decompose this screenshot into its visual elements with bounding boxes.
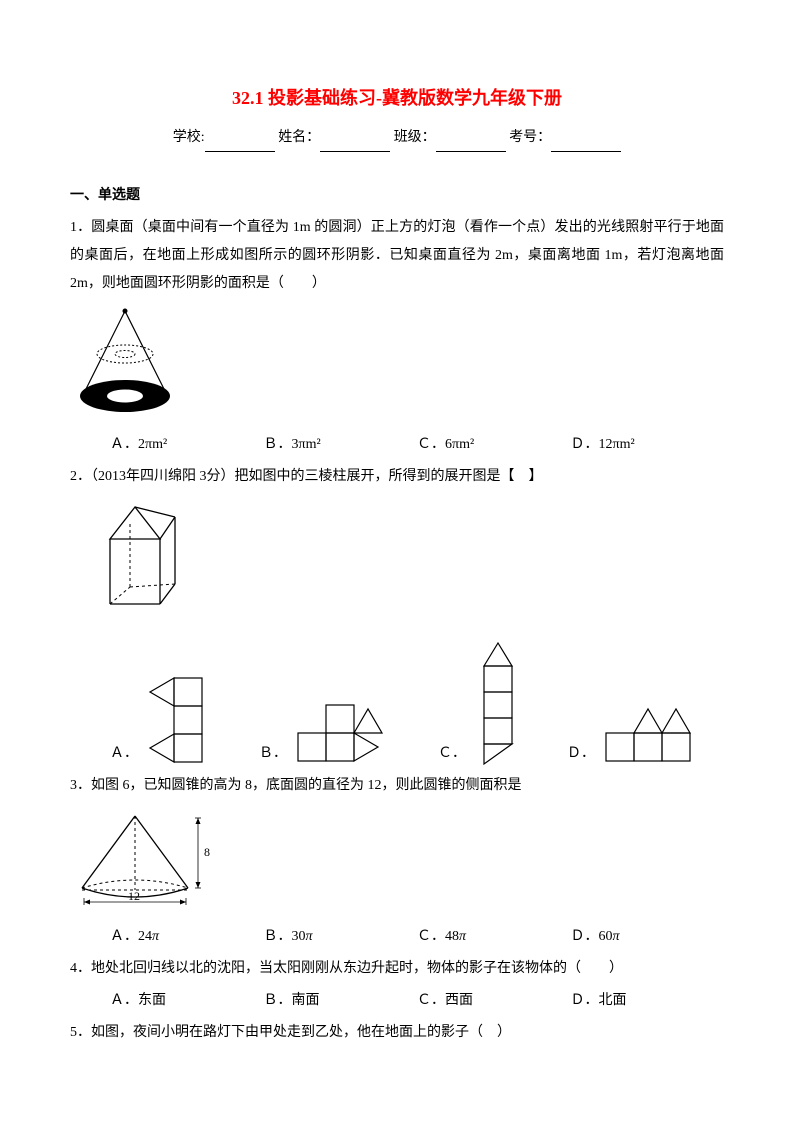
- name-blank[interactable]: [320, 134, 390, 152]
- q2-option-d-label[interactable]: Ｄ．: [567, 740, 595, 768]
- page-title: 32.1 投影基础练习-冀教版数学九年级下册: [70, 80, 724, 116]
- question-4-text: 4．地处北回归线以北的沈阳，当太阳刚刚从东边升起时，物体的影子在该物体的（ ）: [70, 955, 724, 983]
- q3-option-b[interactable]: Ｂ．30π: [264, 923, 418, 951]
- q4-option-b[interactable]: Ｂ．南面: [264, 987, 418, 1015]
- question-5-text: 5．如图，夜间小明在路灯下由甲处走到乙处，他在地面上的影子（ ）: [70, 1019, 724, 1047]
- q4-option-c[interactable]: Ｃ．西面: [417, 987, 571, 1015]
- question-2-figure: [90, 499, 724, 630]
- question-1-options: Ａ．2πm² Ｂ．3πm² Ｃ．6πm² Ｄ．12πm²: [70, 431, 724, 459]
- svg-text:8: 8: [204, 845, 210, 859]
- question-3-text: 3．如图 6，已知圆锥的高为 8，底面圆的直径为 12，则此圆锥的侧面积是: [70, 772, 724, 800]
- question-2-options-row: Ａ． Ｂ． Ｃ． Ｄ．: [110, 638, 724, 768]
- q2-option-d-figure: [601, 693, 706, 768]
- q2-option-c-figure: [472, 638, 527, 768]
- student-info-line: 学校: 姓名： 班级： 考号：: [70, 124, 724, 152]
- school-label: 学校:: [173, 130, 205, 145]
- q4-option-d[interactable]: Ｄ．北面: [571, 987, 725, 1015]
- q2-option-a-label[interactable]: Ａ．: [110, 740, 138, 768]
- school-blank[interactable]: [205, 134, 275, 152]
- question-3-figure: 8 12: [70, 808, 724, 919]
- q3-option-a[interactable]: Ａ．24π: [110, 923, 264, 951]
- exam-label: 考号：: [509, 130, 551, 145]
- q4-option-a[interactable]: Ａ．东面: [110, 987, 264, 1015]
- question-1-text: 1．圆桌面（桌面中间有一个直径为 1m 的圆洞）正上方的灯泡（看作一个点）发出的…: [70, 214, 724, 298]
- question-3-options: Ａ．24π Ｂ．30π Ｃ．48π Ｄ．60π: [70, 923, 724, 951]
- class-blank[interactable]: [436, 134, 506, 152]
- q2-option-a-figure: [144, 673, 219, 768]
- q1-option-d[interactable]: Ｄ．12πm²: [571, 431, 725, 459]
- question-2-text: 2．（2013年四川绵阳 3分）把如图中的三棱柱展开，所得到的展开图是【 】: [70, 463, 724, 491]
- exam-blank[interactable]: [551, 134, 621, 152]
- question-1-figure: [70, 306, 724, 427]
- q3-option-c[interactable]: Ｃ．48π: [417, 923, 571, 951]
- q1-option-a[interactable]: Ａ．2πm²: [110, 431, 264, 459]
- q2-option-b-label[interactable]: Ｂ．: [259, 740, 287, 768]
- q2-option-b-figure: [293, 693, 398, 768]
- q2-option-c-label[interactable]: Ｃ．: [438, 740, 466, 768]
- name-label: 姓名：: [278, 130, 320, 145]
- svg-text:12: 12: [128, 889, 140, 903]
- q1-option-b[interactable]: Ｂ．3πm²: [264, 431, 418, 459]
- class-label: 班级：: [394, 130, 436, 145]
- q3-option-d[interactable]: Ｄ．60π: [571, 923, 725, 951]
- q1-option-c[interactable]: Ｃ．6πm²: [417, 431, 571, 459]
- question-4-options: Ａ．东面 Ｂ．南面 Ｃ．西面 Ｄ．北面: [70, 987, 724, 1015]
- section-heading: 一、单选题: [70, 182, 724, 210]
